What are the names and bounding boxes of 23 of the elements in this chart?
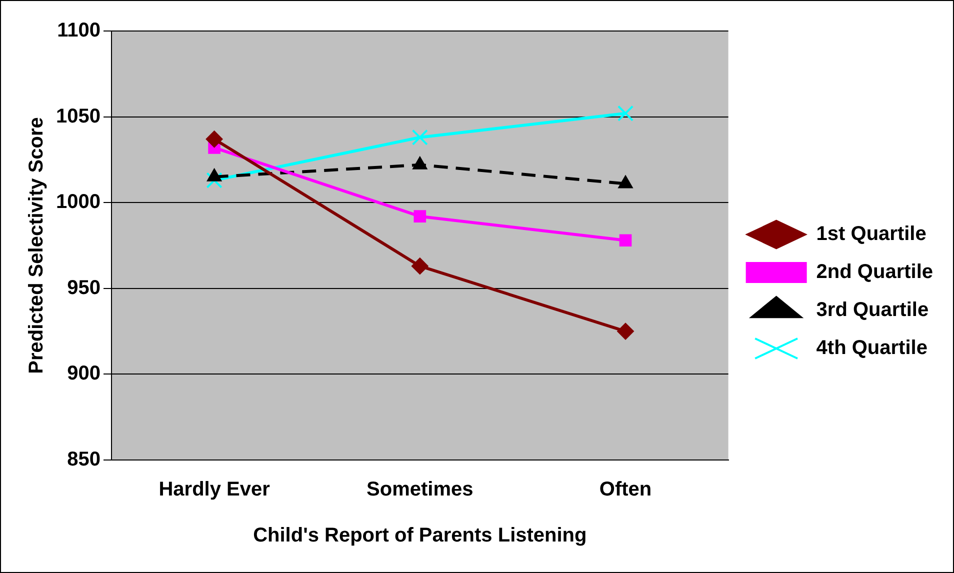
x-axis-title: Child's Report of Parents Listening	[253, 524, 587, 547]
point	[617, 105, 634, 122]
legend-label: 3rd Quartile	[816, 299, 929, 322]
y-axis-title: Predicted Selectivity Score	[26, 117, 48, 374]
point	[206, 172, 222, 188]
legend-label: 1st Quartile	[816, 223, 926, 246]
y-tick-label: 950	[67, 276, 100, 299]
point	[411, 258, 428, 275]
point	[206, 130, 223, 148]
x-tick-label: Hardly Ever	[158, 478, 270, 501]
y-tick-label: 1100	[57, 20, 100, 42]
y-tick-label: 1050	[56, 105, 100, 128]
legend-label: 4th Quartile	[816, 337, 928, 360]
x-tick-label: Sometimes	[366, 478, 474, 501]
point	[617, 322, 634, 340]
legend-label: 2nd Quartile	[816, 261, 934, 284]
y-tick-label: 1000	[56, 191, 100, 214]
y-tick-label: 850	[67, 448, 100, 471]
x-tick-label: Often	[599, 478, 652, 501]
y-tick-label: 900	[67, 362, 100, 385]
point	[619, 234, 632, 247]
point	[412, 129, 428, 146]
point	[414, 210, 426, 222]
